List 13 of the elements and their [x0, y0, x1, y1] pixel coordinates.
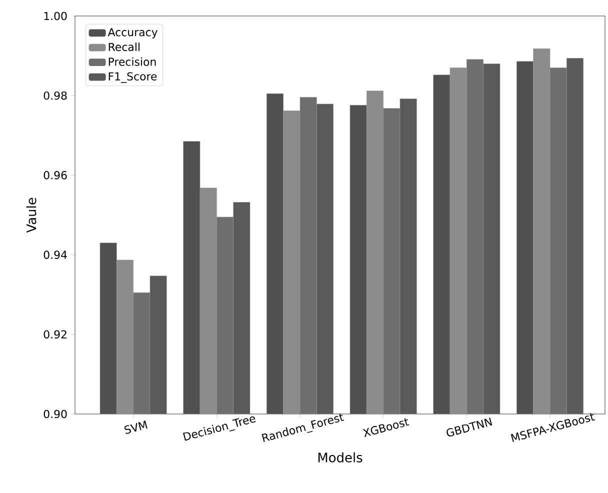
x-tick-label: SVM	[124, 420, 148, 434]
y-tick-label: 0.94	[44, 250, 67, 259]
legend-label: Accuracy	[108, 28, 158, 38]
y-tick-label: 1.00	[44, 12, 67, 20]
y-tick-label: 0.90	[44, 410, 67, 418]
legend-label: Precision	[108, 57, 156, 66]
y-tick-label: 0.98	[44, 91, 67, 100]
legend-label: Recall	[108, 42, 140, 52]
legend-label: F1_Score	[108, 72, 157, 83]
y-tick-label: 0.96	[44, 171, 67, 180]
y-tick-label: 0.92	[44, 330, 66, 339]
x-axis-title: Models	[318, 452, 362, 462]
y-axis-title: Vaule	[26, 198, 36, 233]
